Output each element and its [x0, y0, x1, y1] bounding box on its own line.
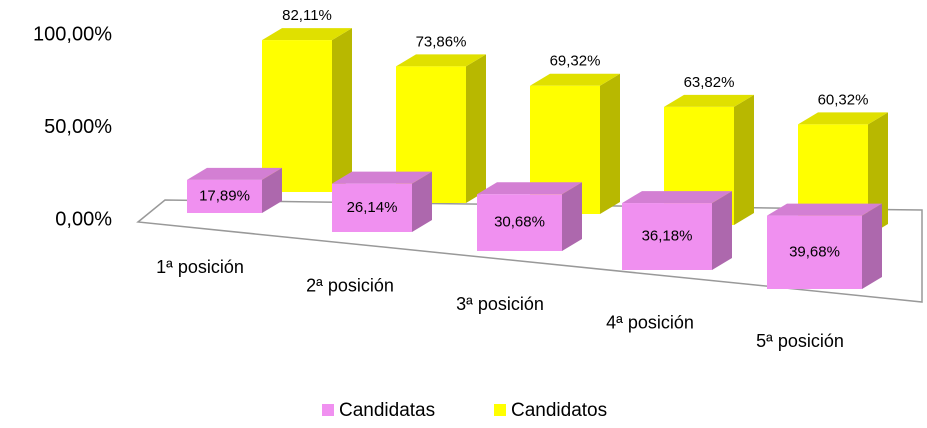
bar: [262, 28, 352, 193]
bar-front: [187, 179, 262, 213]
bar-side: [712, 191, 732, 270]
value-label: 60,32%: [818, 91, 869, 108]
x-tick-label: 4ª posición: [606, 312, 694, 332]
y-tick-label: 50,00%: [44, 116, 112, 138]
legend-label: Candidatas: [339, 400, 435, 421]
x-tick-label: 1ª posición: [156, 257, 244, 277]
bar-side: [466, 54, 486, 203]
bar-front: [622, 203, 712, 270]
bar-top: [187, 167, 282, 180]
bar-top: [530, 73, 620, 86]
y-tick-label: 0,00%: [55, 208, 112, 230]
bar: [332, 171, 432, 232]
bar-side: [600, 73, 620, 215]
bar-side: [412, 171, 432, 232]
bar-side: [332, 28, 352, 193]
value-label: 36,18%: [642, 228, 693, 245]
value-label: 73,86%: [416, 33, 467, 50]
bar: [187, 167, 282, 213]
floor: [136, 199, 923, 303]
legend-label: Candidatos: [511, 400, 607, 421]
legend-swatch: [494, 404, 506, 416]
bar-top: [396, 54, 486, 67]
bar-side: [862, 203, 882, 289]
bar-front: [477, 194, 562, 251]
bar: [477, 182, 582, 251]
bar-side: [734, 94, 754, 225]
bar: [622, 191, 732, 270]
legend-swatch: [322, 404, 334, 416]
bar-top: [477, 182, 582, 195]
bar-side: [262, 167, 282, 213]
x-tick-label: 2ª posición: [306, 275, 394, 295]
bar-top: [798, 112, 888, 125]
x-tick-label: 5ª posición: [756, 331, 844, 351]
bar-front: [767, 215, 862, 289]
bar-side: [562, 182, 582, 251]
value-label: 26,14%: [347, 199, 398, 216]
value-label: 30,68%: [494, 214, 545, 231]
bar-top: [622, 191, 732, 204]
bar-top: [767, 203, 882, 216]
value-label: 69,32%: [550, 53, 601, 70]
bar-top: [332, 171, 432, 184]
value-label: 63,82%: [684, 74, 735, 91]
y-tick-label: 100,00%: [33, 23, 112, 45]
value-label: 39,68%: [789, 243, 840, 260]
value-label: 17,89%: [199, 187, 250, 204]
x-tick-label: 3ª posición: [456, 294, 544, 314]
bar-top: [262, 28, 352, 41]
bar-front: [332, 183, 412, 232]
value-label: 82,11%: [282, 7, 332, 24]
bar-top: [664, 94, 754, 107]
bar: [767, 203, 882, 289]
bar-front: [262, 40, 332, 193]
